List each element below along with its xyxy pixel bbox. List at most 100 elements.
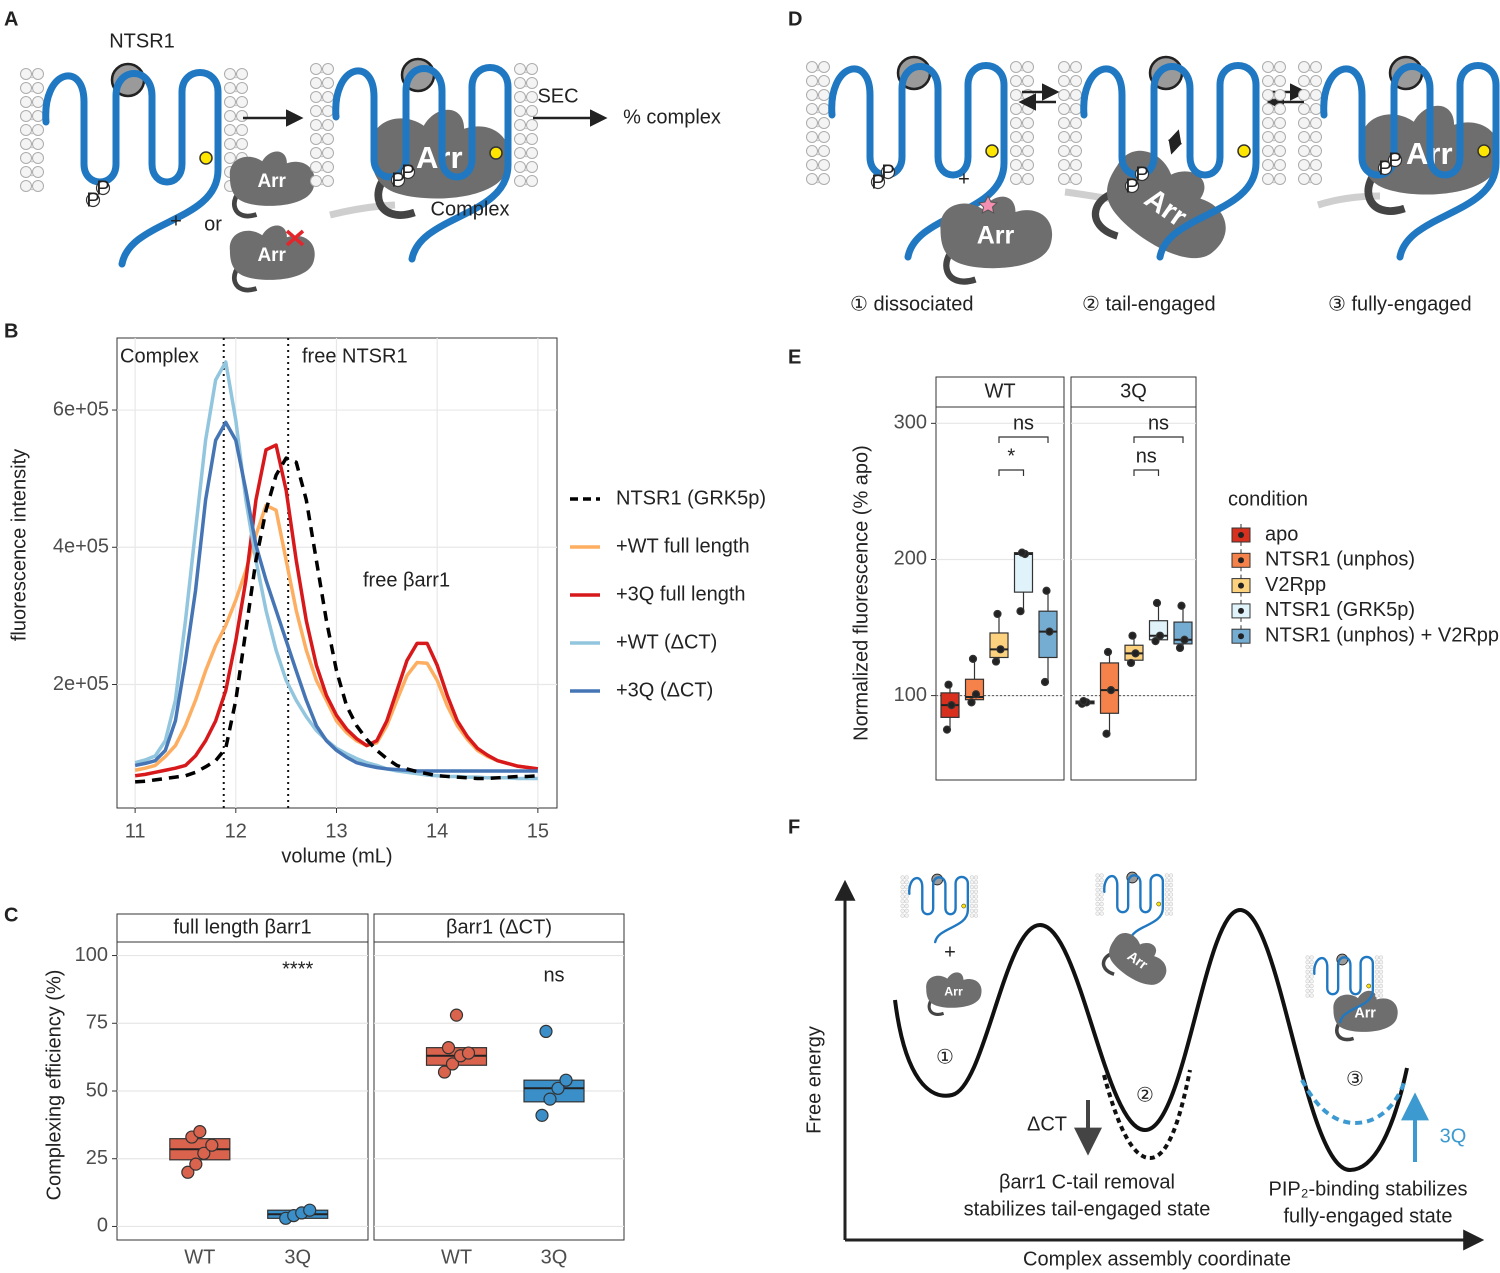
facet-strip	[935, 376, 1065, 408]
y-tick-label: 50	[86, 1079, 108, 1101]
lipid-anchor	[199, 151, 213, 165]
receptor	[332, 64, 512, 263]
lipid-head	[514, 175, 526, 187]
lipid-head	[526, 133, 538, 145]
lipid-head	[969, 904, 974, 909]
lipid-head	[1070, 131, 1082, 143]
lipid-head	[900, 899, 905, 904]
lipid-head	[818, 75, 830, 87]
lipid-head	[1298, 159, 1310, 171]
lipid-head	[236, 82, 248, 94]
lipid-head	[900, 884, 905, 890]
lipid-head	[1298, 61, 1310, 73]
lipid-head	[1310, 131, 1322, 143]
lipid-head	[1070, 145, 1082, 157]
lipid-head	[32, 166, 44, 178]
arrestin-body	[940, 196, 1053, 269]
method-label: SEC	[537, 85, 578, 107]
lipid-head	[1374, 979, 1379, 984]
lipid-head	[224, 96, 236, 108]
phospho-site	[1377, 160, 1393, 176]
phospho-label: P	[86, 189, 99, 211]
lipid-head	[20, 180, 32, 192]
lipid-head	[904, 884, 909, 890]
shift-label: 3Q	[1440, 1125, 1467, 1147]
lipid-head	[806, 159, 818, 171]
x-tick-label: WT	[184, 1246, 215, 1268]
lipid-head	[32, 152, 44, 164]
phospho-label: P	[391, 169, 404, 191]
lipid-head	[1070, 103, 1082, 115]
data-point	[1040, 677, 1050, 687]
lipid-head	[1274, 117, 1286, 129]
phospho-site	[880, 164, 896, 180]
legend-label: NTSR1 (GRK5p)	[1265, 599, 1415, 621]
axis-title: fluorescence intensity	[8, 449, 30, 641]
lipid-head	[32, 138, 44, 150]
lipid-head	[806, 145, 818, 157]
lipid-head	[1095, 878, 1100, 883]
panel-label: E	[788, 346, 801, 368]
data-point	[1128, 631, 1137, 640]
lipid-head	[1168, 892, 1174, 897]
lipid-head	[1374, 955, 1379, 960]
lipid-head	[1010, 159, 1022, 171]
receptor-cartoon	[900, 873, 979, 944]
lipid-head	[1058, 173, 1070, 185]
lipid-head	[1262, 117, 1274, 129]
lipid-head	[1310, 89, 1322, 101]
lipid-head	[806, 117, 818, 129]
legend-label: NTSR1 (unphos)	[1265, 549, 1415, 571]
lipid-head	[322, 91, 334, 103]
lipid-anchor	[985, 144, 999, 158]
lipid-head	[1099, 897, 1104, 902]
lipid-head	[904, 880, 909, 885]
receptor	[1080, 62, 1260, 261]
receptor	[42, 69, 222, 268]
significance: ****	[282, 958, 313, 980]
series-line	[135, 456, 538, 784]
lipid-head	[1274, 145, 1286, 157]
lipid-head	[1310, 117, 1322, 129]
significance-bracket	[1133, 469, 1160, 476]
lipid-head	[1374, 974, 1379, 979]
data-point	[942, 725, 952, 734]
lipid-head	[514, 161, 526, 173]
lipid-head	[1070, 173, 1082, 185]
lipid-head	[904, 913, 909, 918]
shift-label: ΔCT	[1027, 1113, 1067, 1135]
lipid-head	[1095, 873, 1100, 878]
lipid-head	[20, 96, 32, 108]
lipid-head	[32, 110, 44, 122]
lipid-head	[1298, 131, 1310, 143]
lipid-head	[806, 131, 818, 143]
facet-title: WT	[984, 380, 1015, 402]
data-point	[303, 1203, 317, 1217]
lipid-head	[1374, 988, 1379, 993]
lipid-head	[514, 91, 526, 103]
lipid-head	[1309, 969, 1314, 974]
lipid-head	[1022, 173, 1034, 185]
lipid-head	[900, 904, 905, 909]
lipid-head	[310, 105, 322, 117]
state-label: ① dissociated	[850, 293, 974, 315]
legend-dot	[1238, 633, 1244, 640]
lipid-head	[1305, 984, 1310, 989]
data-point	[193, 1125, 207, 1139]
lipid-head	[806, 61, 818, 73]
lipid-head	[1298, 103, 1310, 115]
data-point	[1131, 649, 1140, 658]
lipid-head	[514, 133, 526, 145]
lipid-head	[1095, 892, 1100, 897]
significance: *	[1007, 445, 1015, 467]
lipid-head	[236, 110, 248, 122]
lipid-head	[1310, 75, 1322, 87]
lipid-head	[1374, 969, 1379, 974]
lipid-head	[526, 63, 538, 75]
lipid-head	[1099, 911, 1104, 916]
arrestin-label: Arr	[257, 245, 286, 266]
lipid-head	[1164, 887, 1169, 892]
lipid-head	[236, 138, 248, 150]
lipid-head	[1309, 988, 1314, 993]
lipid-head	[1164, 897, 1169, 902]
